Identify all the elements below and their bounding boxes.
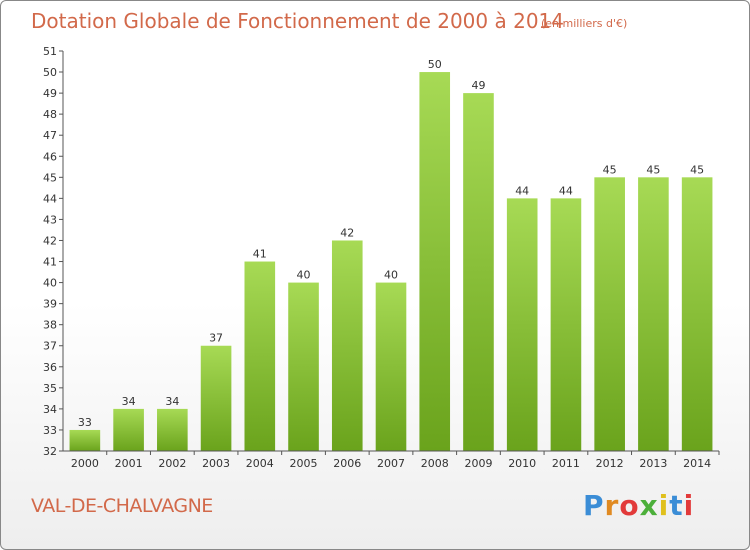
bars-group: 33 34 34 37 41 40 42 40 50 49 44 44 45 45 45 xyxy=(69,58,713,452)
y-tick-label: 35 xyxy=(43,382,57,395)
bar-2009 xyxy=(463,93,494,452)
bar-value-label-2011: 44 xyxy=(559,184,573,197)
y-tick-label: 40 xyxy=(43,277,57,290)
x-tick-label-2009: 2009 xyxy=(464,457,492,470)
bar-value-label-2002: 34 xyxy=(165,395,179,408)
bar-value-label-2006: 42 xyxy=(340,226,354,239)
bar-value-label-2005: 40 xyxy=(297,269,311,282)
y-tick-label: 36 xyxy=(43,361,57,374)
bar-2005 xyxy=(288,282,319,451)
bar-value-label-2008: 50 xyxy=(428,58,442,71)
bar-value-label-2010: 44 xyxy=(515,184,529,197)
y-tick-label: 50 xyxy=(43,66,57,79)
y-tick-label: 48 xyxy=(43,108,57,121)
y-tick-label: 41 xyxy=(43,256,57,269)
x-axis: 2000 2001 2002 2003 2004 2005 2006 2007 2008 2009… xyxy=(63,450,720,470)
bar-2010 xyxy=(506,198,538,451)
logo-letter: x xyxy=(639,489,659,522)
bar-2012 xyxy=(594,177,625,451)
x-tick-label-2010: 2010 xyxy=(508,457,536,470)
bar-value-label-2001: 34 xyxy=(122,395,136,408)
x-tick-label-2008: 2008 xyxy=(421,457,449,470)
bar-2006 xyxy=(331,240,363,451)
x-tick-label-2014: 2014 xyxy=(683,457,711,470)
y-tick-label: 44 xyxy=(43,192,57,205)
y-tick-label: 42 xyxy=(43,234,57,247)
x-tick-label-2013: 2013 xyxy=(639,457,667,470)
logo-letter: o xyxy=(619,489,640,522)
bar-value-label-2004: 41 xyxy=(253,248,267,261)
bar-2008 xyxy=(419,72,451,451)
bar-value-label-2014: 45 xyxy=(690,163,704,176)
x-tick-label-2007: 2007 xyxy=(377,457,405,470)
y-tick-label: 32 xyxy=(43,445,57,458)
bar-2001 xyxy=(113,408,144,451)
y-tick-label: 46 xyxy=(43,150,57,163)
x-tick-label-2011: 2011 xyxy=(552,457,580,470)
bar-chart: 32 33 34 35 36 37 38 39 40 41 42 43 44 45 46 47 48 49 50 51… xyxy=(43,45,720,470)
logo-letter: t xyxy=(669,489,684,522)
x-tick-label-2012: 2012 xyxy=(596,457,624,470)
bar-2007 xyxy=(375,282,407,451)
y-tick-label: 39 xyxy=(43,298,57,311)
y-tick-label: 45 xyxy=(43,171,57,184)
x-tick-label-2002: 2002 xyxy=(158,457,186,470)
bar-2004 xyxy=(244,261,276,451)
commune-name: VAL-DE-CHALVAGNE xyxy=(31,495,213,517)
bar-2002 xyxy=(157,408,188,451)
bar-value-label-2000: 33 xyxy=(78,416,92,429)
y-tick-label: 49 xyxy=(43,87,57,100)
bar-value-label-2012: 45 xyxy=(603,163,617,176)
x-tick-label-2003: 2003 xyxy=(202,457,230,470)
logo-letter: P xyxy=(583,489,605,522)
chart-subtitle: (en milliers d'€) xyxy=(541,17,628,30)
bar-2000 xyxy=(69,429,101,451)
bar-value-label-2003: 37 xyxy=(209,332,223,345)
bar-value-label-2013: 45 xyxy=(646,163,660,176)
y-tick-label: 47 xyxy=(43,129,57,142)
chart-title: Dotation Globale de Fonctionnement de 20… xyxy=(31,9,564,33)
x-tick-label-2004: 2004 xyxy=(246,457,274,470)
x-tick-label-2006: 2006 xyxy=(333,457,361,470)
bar-2013 xyxy=(638,177,669,451)
y-tick-label: 33 xyxy=(43,424,57,437)
x-tick-label-2005: 2005 xyxy=(290,457,318,470)
bar-value-label-2009: 49 xyxy=(471,79,485,92)
y-tick-label: 38 xyxy=(43,319,57,332)
x-tick-label-2001: 2001 xyxy=(115,457,143,470)
y-tick-label: 37 xyxy=(43,340,57,353)
bar-value-label-2007: 40 xyxy=(384,269,398,282)
bar-2014 xyxy=(681,177,713,451)
y-tick-label: 51 xyxy=(43,45,57,58)
y-tick-label: 43 xyxy=(43,213,57,226)
y-tick-label: 34 xyxy=(43,403,57,416)
bar-2003 xyxy=(200,345,232,451)
x-tick-label-2000: 2000 xyxy=(71,457,99,470)
logo-letter: r xyxy=(604,489,620,522)
proxiti-logo: Proxiti xyxy=(583,489,694,522)
y-axis: 32 33 34 35 36 37 38 39 40 41 42 43 44 45 46 47 48 49 50 51 xyxy=(43,45,64,458)
logo-letter: i xyxy=(683,489,695,522)
bar-2011 xyxy=(550,198,582,451)
logo-letter: i xyxy=(658,489,670,522)
